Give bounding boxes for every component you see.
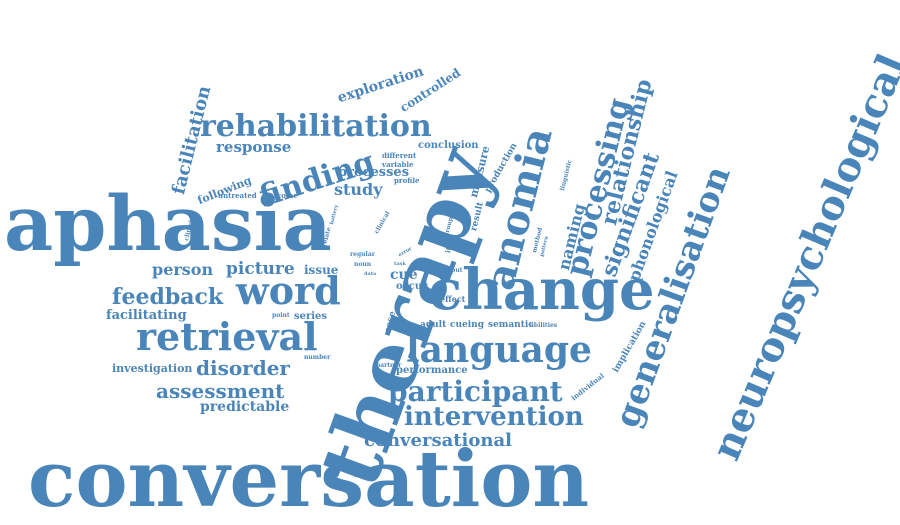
word-investigation: investigation [112,362,193,375]
word-picture: picture [226,259,295,279]
word-adult: adult [420,320,447,330]
word-response: response [216,138,292,156]
word-outcome: outcome [264,191,298,200]
word-variable: variable [382,160,414,169]
word-word: word [236,268,341,313]
word-partner: partner [376,362,402,369]
word-cueing: cueing [450,320,485,330]
word-linguistic: linguistic [559,158,574,192]
word-point: point [272,312,290,319]
word-abilities: abilities [530,322,558,329]
word-facilitating: facilitating [106,308,187,323]
word-participant: participant [388,375,563,408]
word-feedback: feedback [112,284,224,310]
word-study: study [334,180,383,199]
word-rehabilitation: rehabilitation [200,109,432,144]
word-series: series [294,311,328,322]
word-cue: cue [390,267,418,283]
word-individual: individual [569,371,606,403]
word-conversation: conversation [28,434,590,525]
word-occur: occur [396,281,428,292]
word-retrieval: retrieval [136,314,318,359]
word-conversational: conversational [364,430,512,451]
word-change: change [428,257,655,323]
word-aphasia: aphasia [4,179,332,268]
word-disorder: disorder [196,356,290,380]
word-untreated: untreated [218,191,257,200]
word-issue: issue [304,263,339,277]
word-person: person [152,260,214,279]
word-noun: noun [354,261,372,268]
word-output: output [440,267,463,274]
word-data: data [364,271,377,277]
word-profile: profile [394,176,420,185]
word-number: number [304,354,331,361]
word-pattern: pattern [539,235,550,258]
word-processes: processes [338,165,410,180]
word-predictable: predictable [200,399,290,415]
word-conclusion: conclusion [418,140,479,151]
word-intervention: intervention [404,402,584,432]
word-task: task [394,261,406,267]
word-performance: performance [396,365,468,376]
word-semantic: semantic [488,320,534,330]
word-assessment: assessment [156,379,285,403]
word-language: language [406,329,592,371]
word-regular: regular [350,251,375,258]
word-neuropsychological: neuropsychological [702,47,900,467]
word-effect: effect [440,294,466,304]
word-different: different [382,151,417,160]
